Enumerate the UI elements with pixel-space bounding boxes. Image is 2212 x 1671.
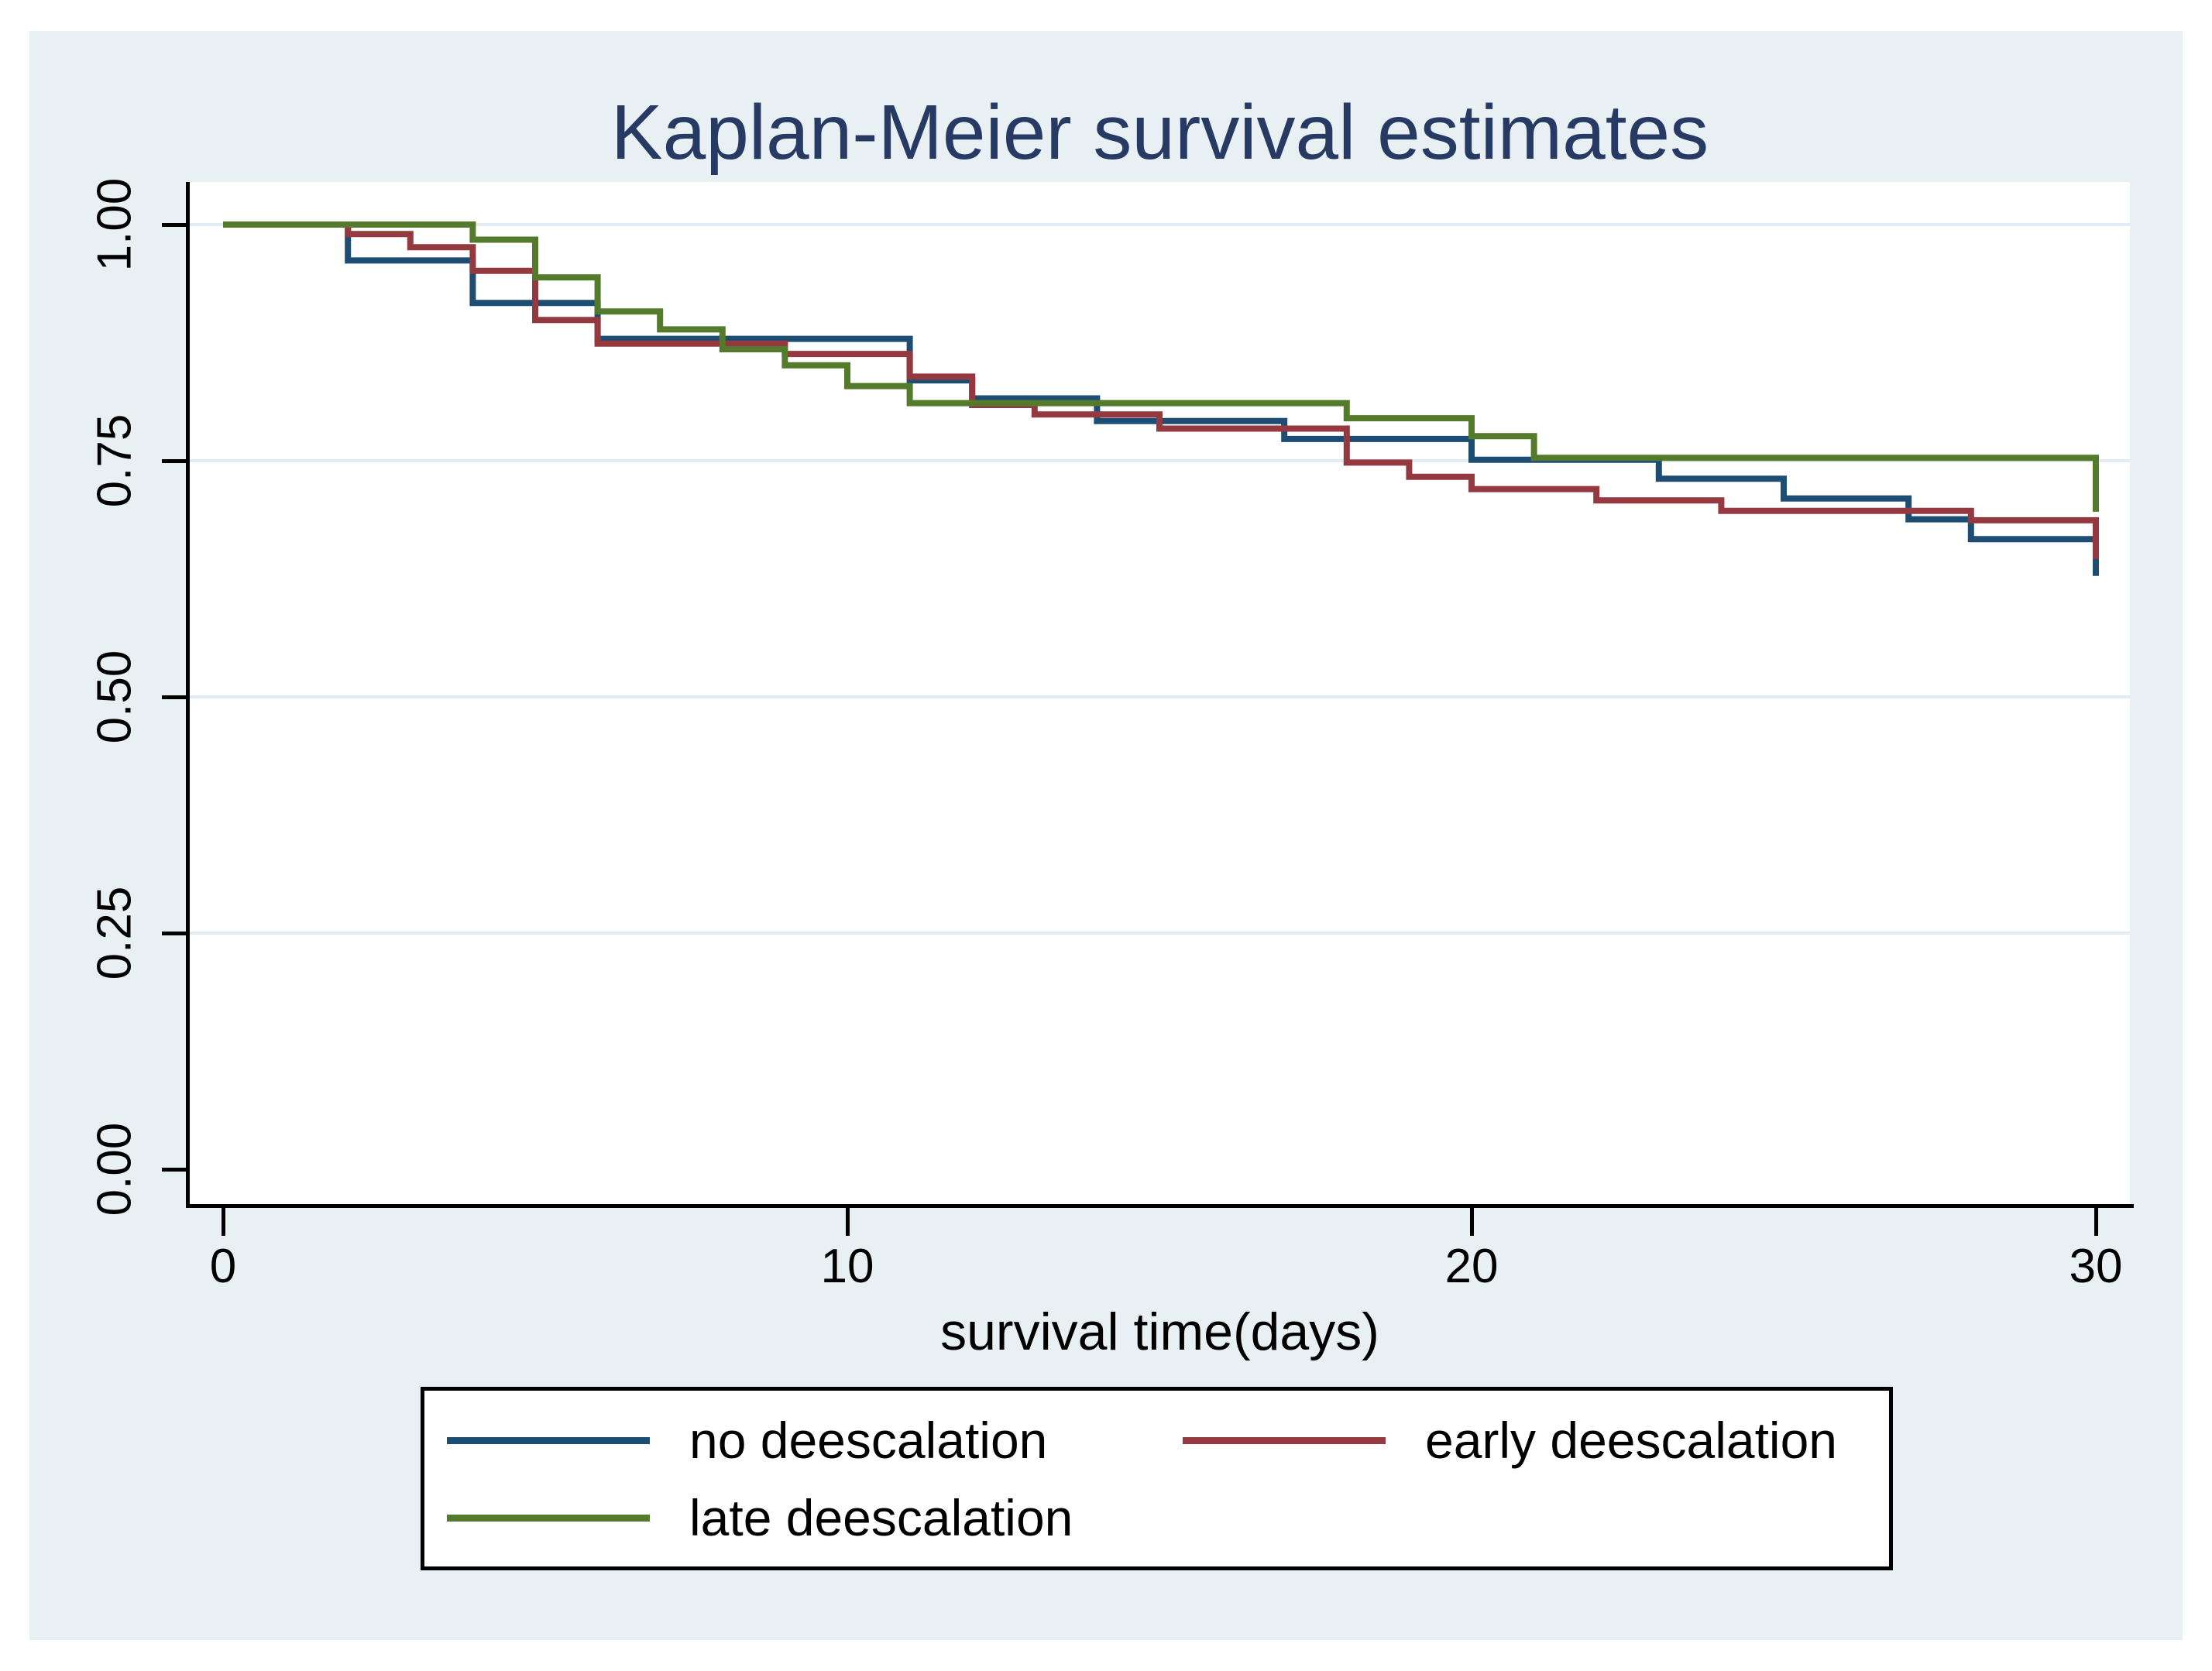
km-curve-early-deescalation xyxy=(223,221,2099,559)
y-tick-label: 1.00 xyxy=(88,177,142,272)
gridline-1 xyxy=(190,223,2130,226)
chart-title: Kaplan-Meier survival estimates xyxy=(610,89,1709,176)
legend-swatch-early-deescalation xyxy=(1183,1437,1386,1444)
y-tick-mark xyxy=(162,222,190,227)
legend-swatch-late-deescalation xyxy=(447,1515,650,1522)
x-tick-mark xyxy=(1469,1206,1474,1236)
x-tick-mark xyxy=(221,1206,225,1236)
y-tick-label: 0.50 xyxy=(88,650,142,744)
y-tick-label: 0.00 xyxy=(88,1122,142,1216)
gridline-0.75 xyxy=(190,459,2130,462)
y-tick-mark xyxy=(162,1167,190,1172)
x-tick-label: 20 xyxy=(1444,1240,1499,1293)
legend-swatch-no-deescalation xyxy=(447,1437,650,1444)
x-axis-line xyxy=(186,1204,2134,1208)
x-tick-mark xyxy=(2094,1206,2098,1236)
legend-label-late-deescalation: late deescalation xyxy=(689,1489,1073,1546)
x-tick-label: 30 xyxy=(2069,1240,2123,1293)
y-tick-mark xyxy=(162,458,190,463)
plot-area xyxy=(190,182,2130,1204)
x-tick-label: 0 xyxy=(209,1240,237,1293)
km-curve-late-deescalation xyxy=(223,221,2099,512)
x-axis-title: survival time(days) xyxy=(940,1302,1379,1361)
legend-label-early-deescalation: early deescalation xyxy=(1425,1412,1837,1469)
gridline-0.25 xyxy=(190,932,2130,935)
legend: no deescalation early deescalation late … xyxy=(421,1387,1893,1570)
legend-label-no-deescalation: no deescalation xyxy=(689,1412,1048,1469)
y-tick-label: 0.75 xyxy=(88,413,142,508)
y-tick-mark xyxy=(162,695,190,699)
x-tick-mark xyxy=(845,1206,850,1236)
y-tick-label: 0.25 xyxy=(88,886,142,980)
gridline-0.5 xyxy=(190,695,2130,698)
x-tick-label: 10 xyxy=(820,1240,874,1293)
y-tick-mark xyxy=(162,931,190,935)
